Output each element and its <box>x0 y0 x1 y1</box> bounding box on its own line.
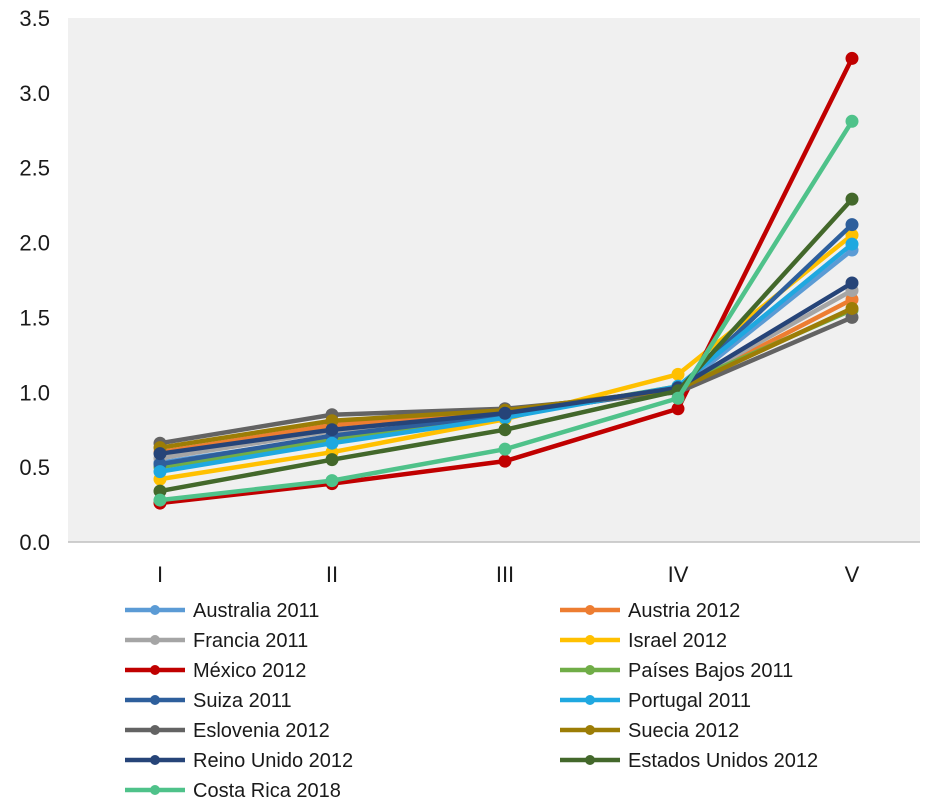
legend-swatch-marker <box>150 605 160 615</box>
series-layer <box>153 51 859 510</box>
y-tick-label: 2.0 <box>19 231 50 256</box>
data-point <box>671 367 685 381</box>
legend-item: Israel 2012 <box>560 630 727 652</box>
legend-item: Suiza 2011 <box>125 690 292 712</box>
legend-item: Francia 2011 <box>125 630 308 652</box>
data-point <box>498 406 512 420</box>
data-point <box>845 114 859 128</box>
legend-label: Israel 2012 <box>628 630 727 652</box>
y-tick-label: 2.5 <box>19 156 50 181</box>
legend-item: Eslovenia 2012 <box>125 720 330 742</box>
data-point <box>845 276 859 290</box>
data-point <box>325 453 339 467</box>
y-tick-label: 3.5 <box>19 6 50 31</box>
data-point <box>498 442 512 456</box>
data-point <box>845 192 859 206</box>
legend-label: Suiza 2011 <box>193 690 292 712</box>
data-point <box>845 301 859 315</box>
data-point <box>153 447 167 461</box>
legend-item: México 2012 <box>125 660 306 682</box>
legend-item: Australia 2011 <box>125 600 319 622</box>
legend-item: Reino Unido 2012 <box>125 750 353 772</box>
legend: Australia 2011 Austria 2012 Francia 2011 Is… <box>125 600 818 801</box>
x-tick-label: I <box>157 562 163 587</box>
data-point <box>498 454 512 468</box>
legend-label: Austria 2012 <box>628 600 740 622</box>
x-tick-label: III <box>496 562 514 587</box>
legend-item: Estados Unidos 2012 <box>560 750 818 772</box>
data-point <box>498 423 512 437</box>
legend-swatch-marker <box>585 635 595 645</box>
y-tick-label: 1.0 <box>19 380 50 405</box>
legend-swatch-marker <box>585 605 595 615</box>
legend-item: Países Bajos 2011 <box>560 660 793 682</box>
legend-label: Australia 2011 <box>193 600 319 622</box>
data-point <box>845 310 859 324</box>
data-point <box>153 465 167 479</box>
legend-label: Reino Unido 2012 <box>193 750 353 772</box>
y-tick-label: 0.5 <box>19 455 50 480</box>
data-point <box>153 493 167 507</box>
legend-swatch-marker <box>585 755 595 765</box>
legend-swatch-marker <box>585 695 595 705</box>
legend-swatch-marker <box>150 725 160 735</box>
legend-label: Estados Unidos 2012 <box>628 750 818 772</box>
legend-item: Costa Rica 2018 <box>125 780 341 801</box>
series-11 <box>153 192 859 498</box>
legend-swatch-marker <box>150 785 160 795</box>
legend-swatch-marker <box>150 635 160 645</box>
data-point <box>325 423 339 437</box>
data-point <box>325 436 339 450</box>
legend-item: Portugal 2011 <box>560 690 751 712</box>
x-tick-label: II <box>326 562 338 587</box>
x-tick-label: IV <box>668 562 689 587</box>
series-12 <box>153 114 859 507</box>
data-point <box>325 474 339 488</box>
legend-swatch-marker <box>150 665 160 675</box>
legend-swatch-marker <box>585 665 595 675</box>
legend-swatch-marker <box>585 725 595 735</box>
legend-label: Costa Rica 2018 <box>193 780 341 801</box>
legend-label: Eslovenia 2012 <box>193 720 330 742</box>
data-point <box>845 51 859 65</box>
data-point <box>325 414 339 428</box>
x-axis-ticks: I II III IV V <box>157 562 860 587</box>
data-point <box>845 228 859 242</box>
y-tick-label: 0.0 <box>19 530 50 555</box>
data-point <box>845 218 859 232</box>
legend-swatch-marker <box>150 695 160 705</box>
legend-label: Francia 2011 <box>193 630 308 652</box>
legend-item: Suecia 2012 <box>560 720 739 742</box>
legend-swatch-marker <box>150 755 160 765</box>
legend-item: Austria 2012 <box>560 600 740 622</box>
y-tick-label: 3.0 <box>19 81 50 106</box>
y-tick-label: 1.5 <box>19 305 50 330</box>
legend-label: México 2012 <box>193 660 306 682</box>
data-point <box>153 484 167 498</box>
y-axis-ticks: 0.0 0.5 1.0 1.5 2.0 2.5 3.0 3.5 <box>19 6 50 555</box>
data-point <box>845 237 859 251</box>
x-tick-label: V <box>845 562 860 587</box>
legend-label: Portugal 2011 <box>628 690 751 712</box>
legend-label: Países Bajos 2011 <box>628 660 793 682</box>
legend-label: Suecia 2012 <box>628 720 739 742</box>
data-point <box>671 402 685 416</box>
data-point <box>671 391 685 405</box>
data-point <box>845 292 859 306</box>
